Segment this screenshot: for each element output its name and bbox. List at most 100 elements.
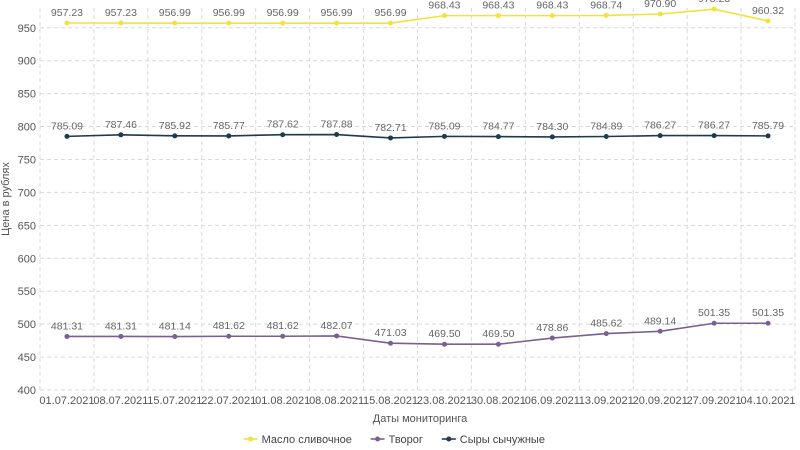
data-label: 481.14 [159,321,191,333]
y-tick-label: 750 [18,154,36,166]
data-label: 501.35 [752,307,784,319]
data-point [495,341,501,347]
data-point [388,20,394,26]
data-label: 489.14 [644,315,676,327]
y-tick-label: 550 [18,286,36,298]
data-label: 968.43 [536,0,568,12]
data-label: 957.23 [105,7,137,19]
data-label: 786.27 [698,120,730,132]
data-point [441,133,447,139]
data-point [657,328,663,334]
data-label: 785.09 [428,120,460,132]
data-label: 968.43 [482,0,514,12]
data-point [118,132,124,138]
data-label: 485.62 [590,318,622,330]
data-point [226,133,232,139]
x-tick-label: 23.08.2021 [417,395,472,407]
data-point [280,132,286,138]
data-point [711,6,717,12]
data-point [495,13,501,19]
series-line [66,322,769,346]
x-axis: 01.07.202108.07.202115.07.202122.07.2021… [39,395,795,407]
legend-dot-marker [248,436,254,442]
data-label: 956.99 [213,7,245,19]
x-tick-label: 04.10.2021 [741,395,796,407]
legend-item[interactable]: Масло сливочное [243,434,352,446]
data-point [765,320,771,326]
data-label: 481.31 [51,320,83,332]
data-point [172,133,178,139]
data-point [334,333,340,339]
data-point [118,20,124,26]
data-point [765,18,771,24]
x-axis-title: Даты мониторинга [373,413,468,425]
data-label: 960.32 [752,5,784,17]
x-tick-label: 08.07.2021 [93,395,148,407]
data-point [280,20,286,26]
data-point [172,334,178,340]
data-label: 482.07 [321,320,353,332]
data-point [603,12,609,18]
y-tick-label: 450 [18,352,36,364]
data-label: 968.43 [428,0,460,12]
x-tick-label: 30.08.2021 [471,395,526,407]
x-tick-label: 01.07.2021 [39,395,94,407]
series-line [66,133,769,139]
data-label: 782.71 [374,122,406,134]
y-axis: 400 450 500 550 600 650 700 750 800 850 900 950 [18,23,36,397]
data-point [495,134,501,140]
data-label: 968.74 [590,0,622,11]
data-point [711,320,717,326]
data-label: 501.35 [698,307,730,319]
y-tick-label: 650 [18,220,36,232]
data-point [657,11,663,17]
data-point [334,132,340,138]
data-label: 785.77 [213,120,245,132]
x-tick-label: 15.08.2021 [363,395,418,407]
data-point [226,20,232,26]
data-point [280,333,286,339]
x-tick-label: 08.08.2021 [309,395,364,407]
data-label: 787.88 [321,119,353,131]
data-label: 787.62 [267,119,299,131]
data-label: 956.99 [159,7,191,19]
data-label: 784.89 [590,121,622,133]
x-tick-label: 27.09.2021 [687,395,742,407]
data-point [64,333,70,339]
data-label: 785.92 [159,120,191,132]
data-point [226,333,232,339]
y-tick-label: 500 [18,319,36,331]
data-label: 784.77 [482,121,514,133]
data-label: 786.27 [644,120,676,132]
data-label: 481.62 [213,320,245,332]
data-label: 970.90 [644,0,676,10]
data-label: 956.99 [321,7,353,19]
legend: Масло сливочное Творог Сыры сычужные [243,434,545,446]
data-label: 478.86 [536,322,568,334]
y-axis-title: Цена в рублях [0,162,12,236]
data-label: 785.79 [752,120,784,132]
legend-label: Сыры сычужные [460,434,545,446]
y-tick-label: 800 [18,122,36,134]
data-label: 784.30 [536,121,568,133]
legend-item[interactable]: Сыры сычужные [441,434,545,446]
data-label: 956.99 [267,7,299,19]
data-point [657,133,663,139]
data-point [64,133,70,139]
data-point [172,20,178,26]
y-tick-label: 900 [18,56,36,68]
data-label: 481.62 [267,320,299,332]
data-point [765,133,771,139]
data-label: 471.03 [374,327,406,339]
legend-item[interactable]: Творог [370,434,423,446]
data-point [64,20,70,26]
data-point [388,135,394,141]
x-tick-label: 06.09.2021 [525,395,580,407]
data-label: 481.31 [105,320,137,332]
legend-dot-marker [375,436,381,442]
series [64,6,771,347]
data-label: 787.46 [105,119,137,131]
data-point [388,340,394,346]
